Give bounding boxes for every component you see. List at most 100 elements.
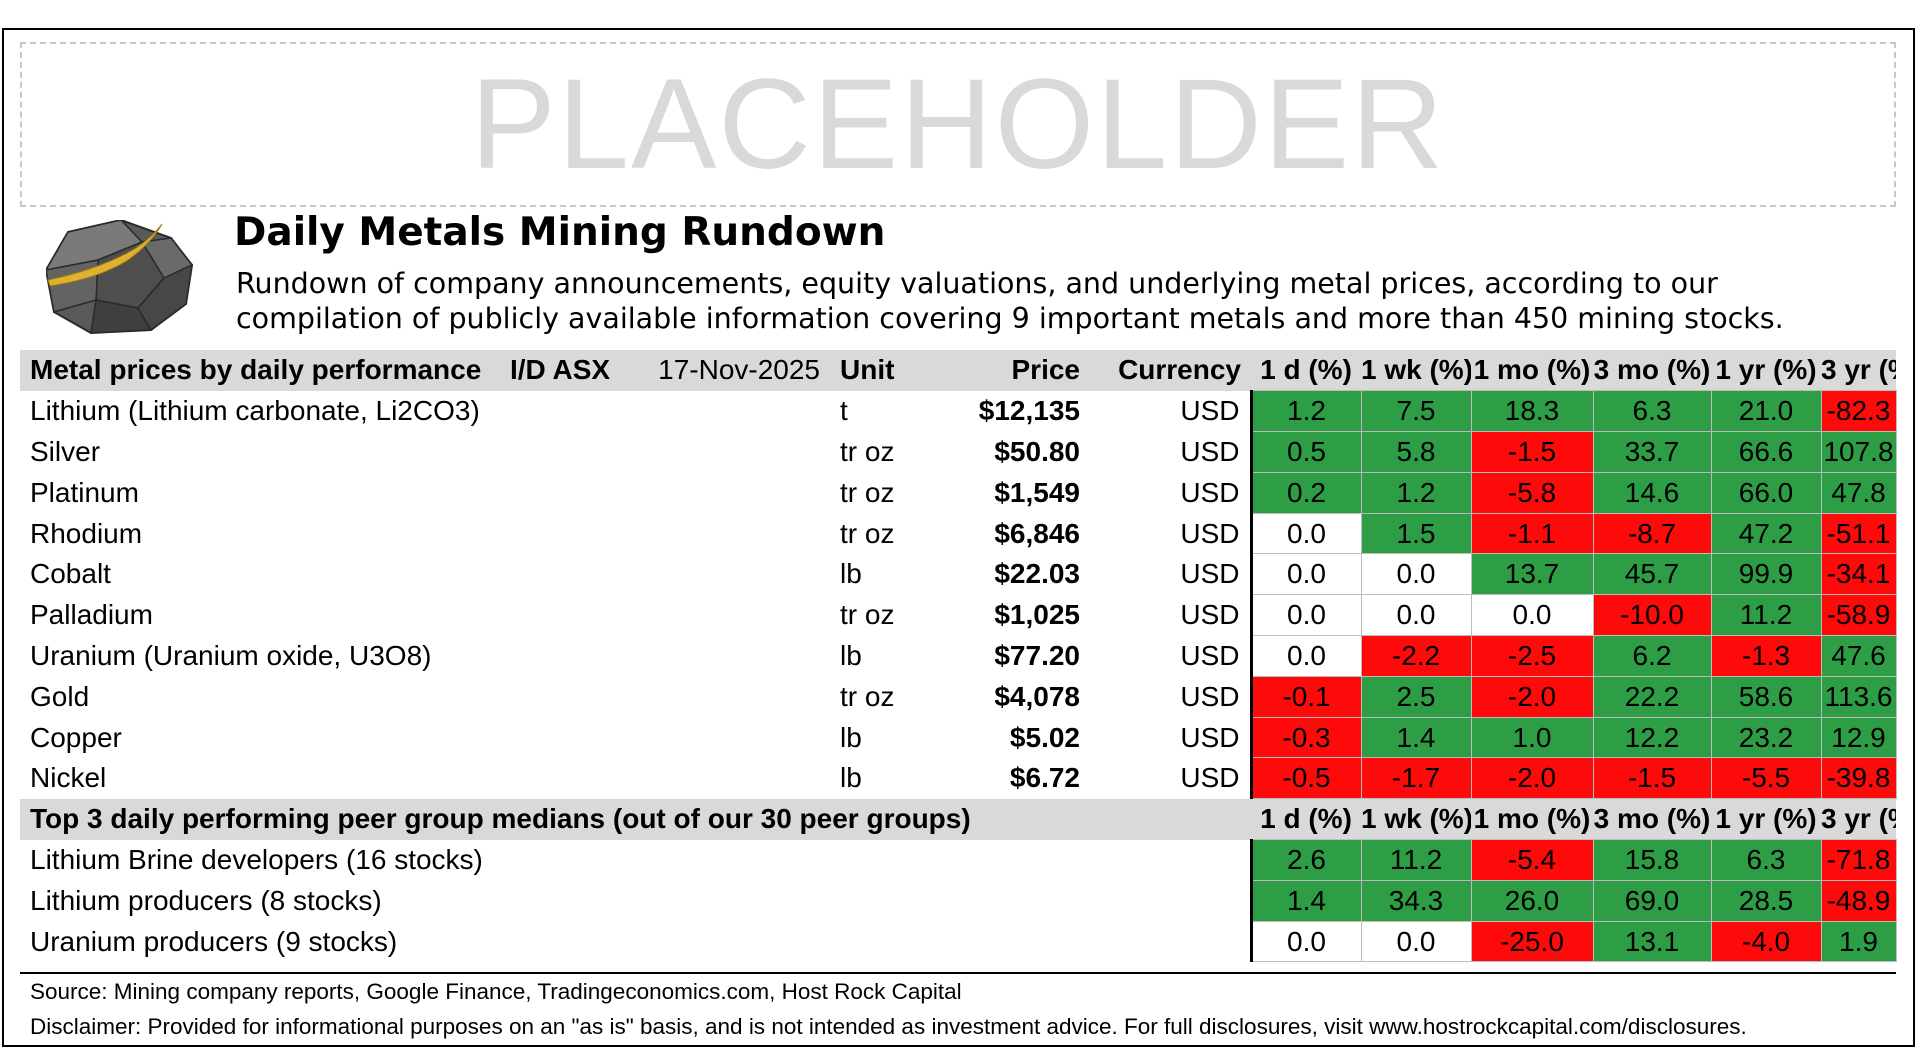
- perf-header: 3 mo (%): [1593, 350, 1711, 391]
- perf-cell: 6.2: [1592, 635, 1712, 677]
- metals-performance-table: Metal prices by daily performance I/D ASX…: [20, 350, 1897, 963]
- disclaimer-note: Disclaimer: Provided for informational p…: [30, 1014, 1747, 1039]
- metal-unit: tr oz: [840, 599, 895, 631]
- perf-cell: 0.0: [1360, 553, 1472, 596]
- metal-name: Gold: [30, 680, 90, 712]
- metal-unit: tr oz: [840, 435, 895, 467]
- metal-unit: lb: [840, 558, 862, 590]
- metal-row: Uranium (Uranium oxide, U3O8) lb $77.20 USD…: [20, 635, 1897, 677]
- perf-cell: -1.5: [1470, 431, 1594, 473]
- perf-cell: 113.6: [1820, 675, 1897, 718]
- perf-header: 1 d (%): [1251, 798, 1361, 840]
- perf-cell: 0.0: [1249, 635, 1362, 677]
- metal-price: $22.03: [994, 558, 1080, 590]
- perf-cell: 1.4: [1249, 879, 1362, 922]
- metal-row: Cobalt lb $22.03 USD 0.0 0.0 13.7 45.7 99.9 -34.1: [20, 553, 1897, 596]
- metal-unit: tr oz: [840, 517, 895, 549]
- perf-cell: 66.0: [1710, 471, 1822, 514]
- perf-cell: -5.5: [1710, 757, 1822, 800]
- perf-header: 1 yr (%): [1711, 350, 1821, 391]
- metal-name: Uranium (Uranium oxide, U3O8): [30, 639, 432, 671]
- peer-row: Lithium producers (8 stocks) 1.4 34.3 26.0 6…: [20, 879, 1897, 922]
- perf-header: 3 yr (%): [1821, 350, 1896, 391]
- exchange-label: I/D ASX: [510, 350, 640, 391]
- perf-cell: 5.8: [1360, 431, 1472, 473]
- perf-header: 3 mo (%): [1593, 798, 1711, 840]
- perf-cell: -0.1: [1249, 675, 1362, 718]
- perf-cell: 12.2: [1592, 716, 1712, 759]
- perf-cell: -51.1: [1820, 512, 1897, 555]
- metal-row: Gold tr oz $4,078 USD -0.1 2.5 -2.0 22.2 58.6 113…: [20, 675, 1897, 718]
- metal-price: $77.20: [994, 639, 1080, 671]
- perf-cell: 2.5: [1360, 675, 1472, 718]
- metal-unit: tr oz: [840, 680, 895, 712]
- perf-cell: 12.9: [1820, 716, 1897, 759]
- price-header: Price: [950, 350, 1090, 391]
- metal-price: $4,078: [994, 680, 1080, 712]
- metal-price: $1,549: [994, 476, 1080, 508]
- perf-header: 1 wk (%): [1361, 350, 1471, 391]
- perf-cell: -2.0: [1470, 757, 1594, 800]
- perf-header: 1 d (%): [1251, 350, 1361, 391]
- metal-price: $5.02: [1009, 721, 1080, 753]
- report-frame: [2, 28, 1915, 1047]
- unit-header: Unit: [830, 350, 950, 391]
- perf-cell: 0.0: [1470, 594, 1594, 637]
- metal-name: Copper: [30, 721, 122, 753]
- metal-currency: USD: [1180, 721, 1240, 753]
- metal-name: Cobalt: [30, 558, 111, 590]
- metal-unit: lb: [840, 639, 862, 671]
- perf-cell: 47.2: [1710, 512, 1822, 555]
- description-line: compilation of publicly available inform…: [236, 302, 1784, 335]
- footer: Source: Mining company reports, Google F…: [20, 972, 1896, 1044]
- perf-cell: 1.2: [1249, 390, 1362, 433]
- perf-cell: 66.6: [1710, 431, 1822, 473]
- metal-unit: lb: [840, 721, 862, 753]
- source-note: Source: Mining company reports, Google F…: [30, 979, 962, 1004]
- peer-header-row: Top 3 daily performing peer group median…: [20, 798, 1896, 840]
- perf-cell: 99.9: [1710, 553, 1822, 596]
- perf-cell: 6.3: [1592, 390, 1712, 433]
- perf-cell: 11.2: [1710, 594, 1822, 637]
- metal-name: Platinum: [30, 476, 139, 508]
- peer-table-title: Top 3 daily performing peer group median…: [20, 798, 1251, 840]
- perf-header: 1 mo (%): [1471, 798, 1593, 840]
- description-line: Rundown of company announcements, equity…: [236, 267, 1718, 300]
- metal-unit: lb: [840, 762, 862, 794]
- perf-cell: 1.0: [1470, 716, 1594, 759]
- page-title: Daily Metals Mining Rundown: [234, 210, 886, 255]
- perf-cell: -1.7: [1360, 757, 1472, 800]
- perf-header: 3 yr (%): [1821, 798, 1896, 840]
- perf-cell: 0.2: [1249, 471, 1362, 514]
- perf-cell: 0.0: [1360, 594, 1472, 637]
- metal-row: Platinum tr oz $1,549 USD 0.2 1.2 -5.8 14.6 66.0…: [20, 471, 1897, 514]
- perf-cell: 58.6: [1710, 675, 1822, 718]
- perf-cell: 23.2: [1710, 716, 1822, 759]
- perf-cell: -1.1: [1470, 512, 1594, 555]
- perf-cell: 1.2: [1360, 471, 1472, 514]
- perf-cell: 47.6: [1820, 635, 1897, 677]
- metal-row: Silver tr oz $50.80 USD 0.5 5.8 -1.5 33.7 66.6 10…: [20, 431, 1897, 473]
- perf-header: 1 yr (%): [1711, 798, 1821, 840]
- perf-cell: -8.7: [1592, 512, 1712, 555]
- perf-cell: 22.2: [1592, 675, 1712, 718]
- metal-row: Lithium (Lithium carbonate, Li2CO3) t $12,…: [20, 390, 1897, 433]
- peer-row: Lithium Brine developers (16 stocks) 2.6 1…: [20, 839, 1897, 881]
- perf-cell: 14.6: [1592, 471, 1712, 514]
- metal-price: $12,135: [978, 395, 1080, 427]
- perf-cell: 6.3: [1710, 839, 1822, 881]
- metal-price: $6,846: [994, 517, 1080, 549]
- perf-cell: -0.5: [1249, 757, 1362, 800]
- perf-cell: -0.3: [1249, 716, 1362, 759]
- metals-table-title: Metal prices by daily performance: [20, 350, 510, 391]
- perf-cell: 34.3: [1360, 879, 1472, 922]
- metal-currency: USD: [1180, 395, 1240, 427]
- perf-cell: -39.8: [1820, 757, 1897, 800]
- metal-name: Palladium: [30, 599, 153, 631]
- metal-currency: USD: [1180, 517, 1240, 549]
- peer-name: Lithium Brine developers (16 stocks): [30, 843, 483, 875]
- perf-cell: 21.0: [1710, 390, 1822, 433]
- perf-cell: 28.5: [1710, 879, 1822, 922]
- perf-cell: 18.3: [1470, 390, 1594, 433]
- perf-cell: -25.0: [1470, 920, 1594, 963]
